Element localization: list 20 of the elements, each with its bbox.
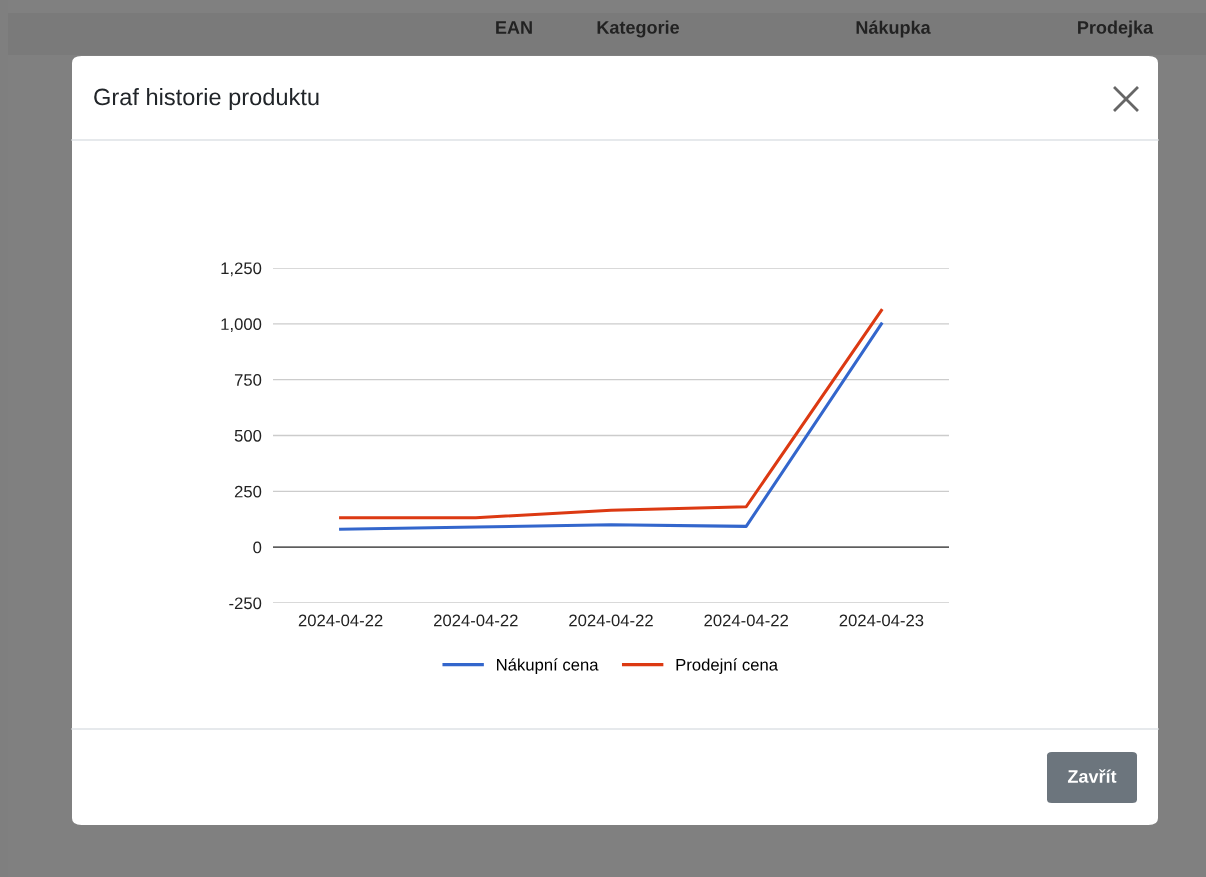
text: Prodejka (1078, 20, 1154, 38)
text: EAN (496, 21, 532, 34)
y-tick-label: 250 (234, 485, 262, 498)
text: Kategorie (597, 20, 680, 38)
x-tick-label: 2024-04-22 (704, 614, 788, 627)
text: Nákupka (856, 20, 931, 38)
x-tick-label: 2024-04-23 (839, 614, 924, 627)
legend-label: Nákupní cena (497, 658, 599, 674)
y-tick-label: 0 (253, 541, 262, 554)
y-tick-label: 750 (234, 374, 262, 386)
legend-label: Prodejní cena (676, 658, 779, 674)
y-tick-label: -250 (229, 597, 262, 610)
text: Zavřít (1067, 769, 1117, 783)
y-tick-label: 1,000 (221, 318, 262, 333)
x-tick-label: 2024-04-22 (298, 614, 383, 627)
x-tick-label: 2024-04-22 (434, 614, 518, 627)
chart-title: Graf historie produktu (94, 88, 319, 110)
x-tick-label: 2024-04-22 (569, 614, 653, 627)
y-tick-label: 500 (234, 429, 262, 442)
y-tick-label: 1,250 (221, 262, 262, 277)
